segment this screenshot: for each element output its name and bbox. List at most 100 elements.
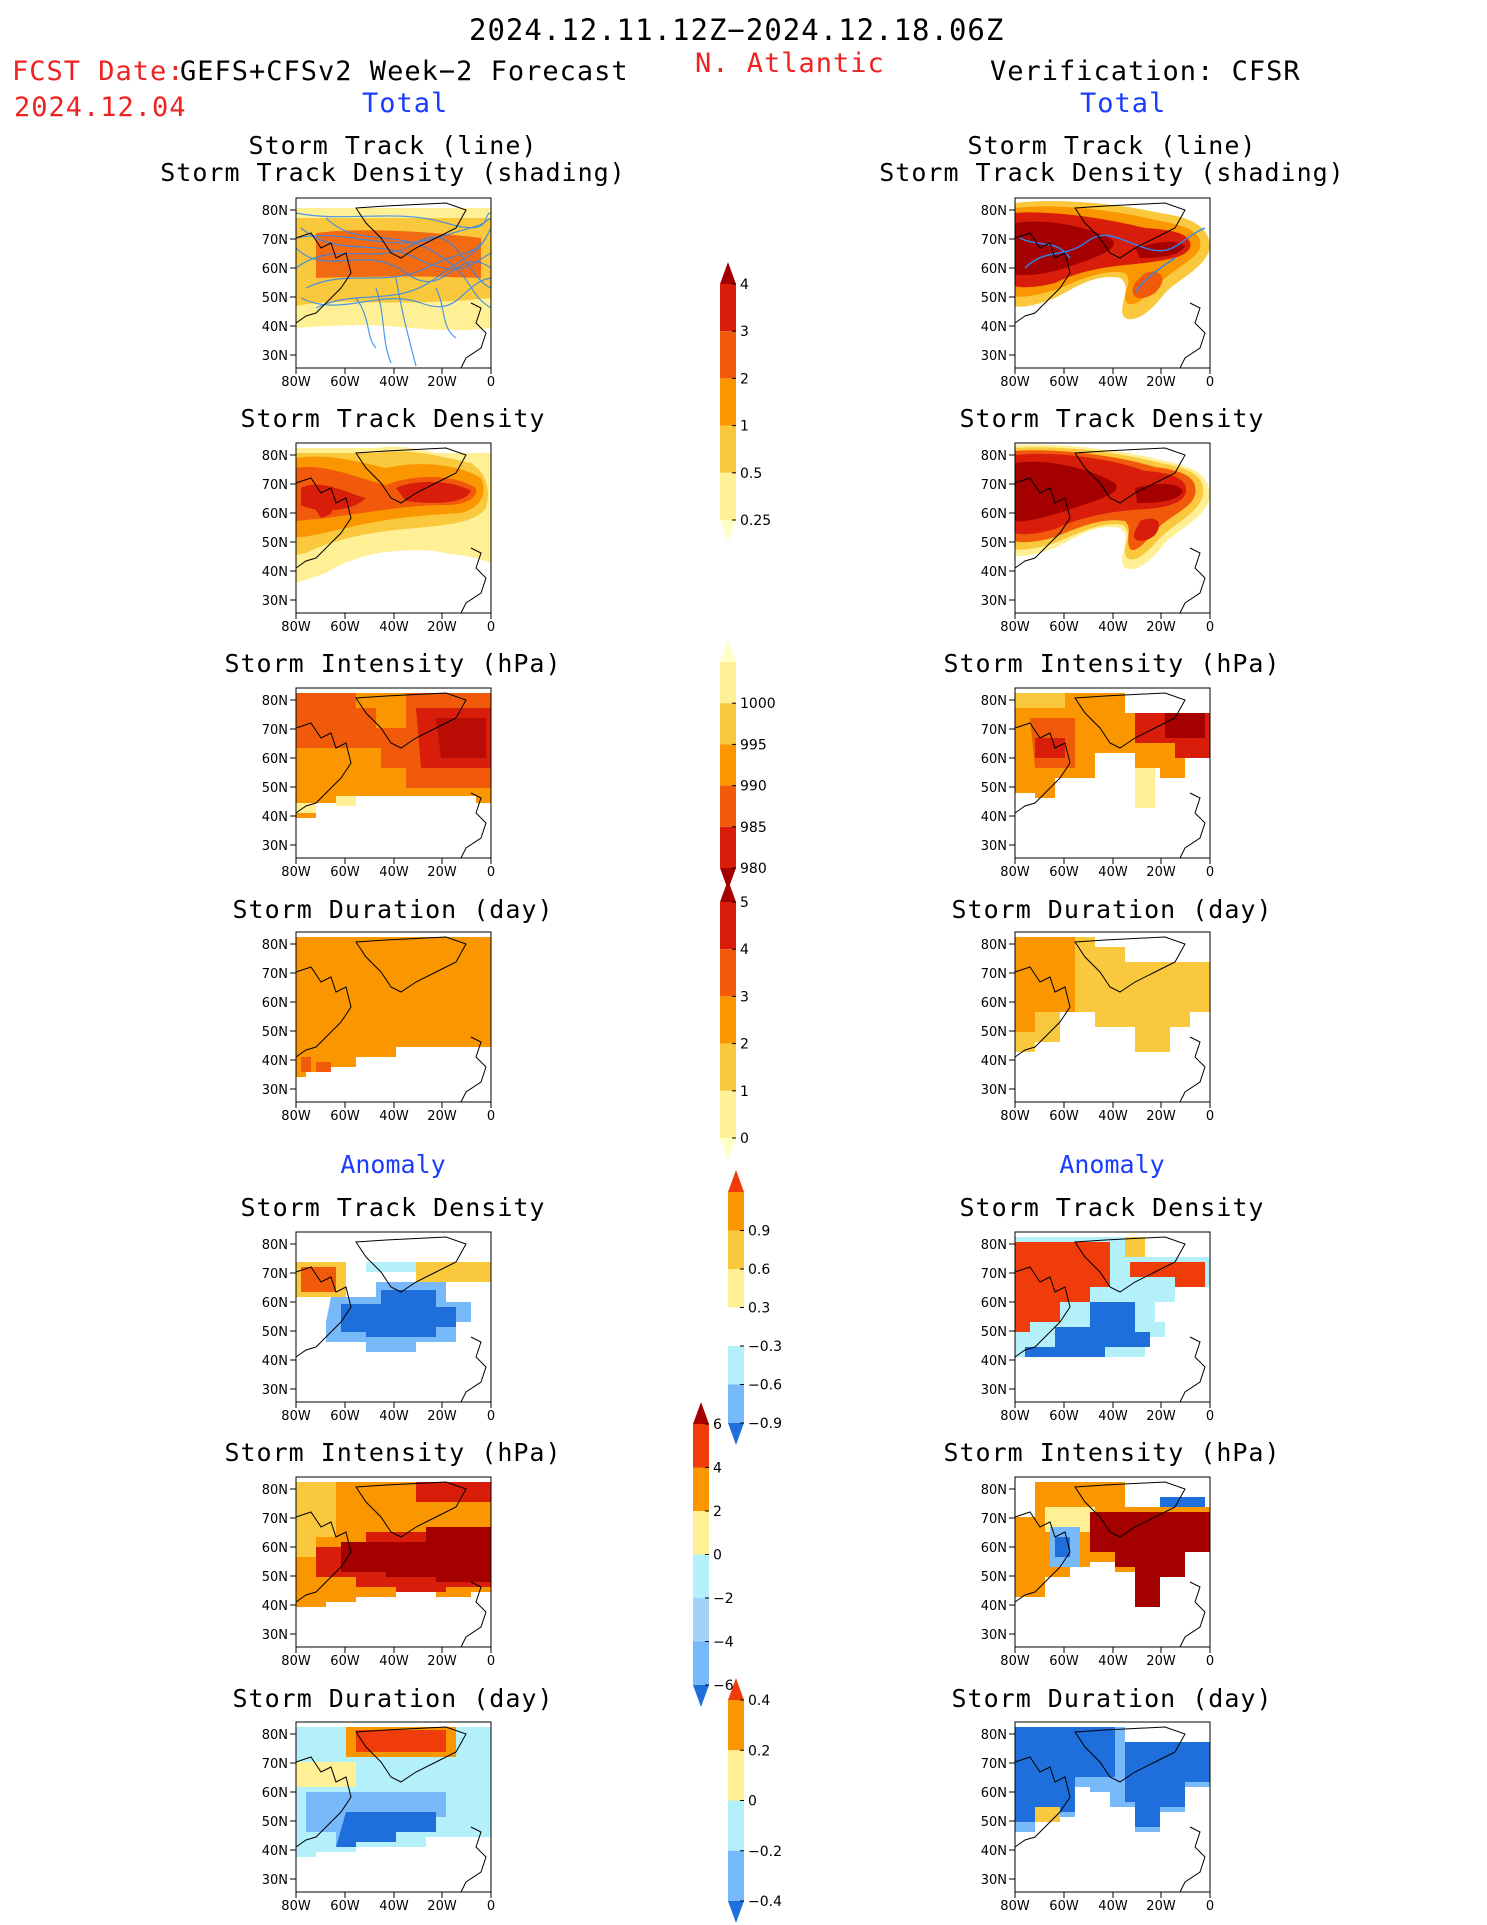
- y-tick-label: 40N: [262, 1599, 288, 1614]
- colorbar-swatch: [728, 1307, 744, 1346]
- map-axis-labels: 80N 70N 60N 50N 40N 30N 80W 60W 40W 20W 0: [262, 449, 495, 635]
- map-axis-labels: 80N 70N 60N 50N 40N 30N 80W 60W 40W 20W 0: [262, 1238, 495, 1424]
- y-tick-label: 70N: [981, 1512, 1007, 1527]
- colorbar-swatch: [693, 1598, 709, 1642]
- title-duration-left: Storm Duration (day): [232, 895, 554, 924]
- x-tick-label: 60W: [1049, 1899, 1079, 1914]
- colorbar-label: 0.5: [740, 466, 762, 482]
- y-tick-label: 50N: [981, 1325, 1007, 1340]
- colorbar-label: 2: [713, 1504, 722, 1520]
- colorbar-swatch: [720, 744, 736, 786]
- colorbar-top-arrow: [720, 880, 736, 902]
- colorbar-label: −0.9: [748, 1416, 782, 1432]
- colorbar-swatch: [728, 1384, 744, 1423]
- x-tick-label: 20W: [1146, 620, 1176, 635]
- x-tick-label: 0: [1206, 865, 1214, 880]
- map-anom-intensity-right: [1014, 1476, 1211, 1648]
- y-tick-label: 50N: [981, 1570, 1007, 1585]
- colorbar-label: 0.6: [748, 1262, 770, 1278]
- map-intensity-right: [1014, 687, 1211, 859]
- colorbar-intensity-total: 1000 995 990 985 980: [720, 640, 776, 890]
- colorbar-swatch: [728, 1269, 744, 1308]
- x-tick-label: 40W: [1098, 620, 1128, 635]
- colorbar-label: 990: [740, 779, 767, 795]
- map-anom-density-right: [1014, 1231, 1211, 1403]
- colorbar-swatch: [720, 331, 736, 379]
- x-tick-label: 80W: [1000, 620, 1030, 635]
- x-tick-label: 0: [1206, 1409, 1214, 1424]
- y-tick-label: 60N: [981, 996, 1007, 1011]
- y-tick-label: 30N: [262, 594, 288, 609]
- colorbar-top-arrow: [693, 1402, 709, 1424]
- x-tick-label: 80W: [1000, 1109, 1030, 1124]
- y-tick-label: 50N: [262, 1815, 288, 1830]
- x-tick-label: 60W: [1049, 865, 1079, 880]
- x-tick-label: 40W: [379, 375, 409, 390]
- colorbar-label: 4: [713, 1461, 722, 1477]
- x-tick-label: 80W: [1000, 1654, 1030, 1669]
- y-tick-label: 80N: [981, 449, 1007, 464]
- title-track-shading-right: Storm Track Density (shading): [879, 158, 1345, 187]
- y-tick-label: 30N: [981, 1083, 1007, 1098]
- colorbar-swatch: [728, 1850, 744, 1901]
- y-tick-label: 60N: [262, 996, 288, 1011]
- colorbar-label: −2: [713, 1591, 734, 1607]
- fcst-date-label: FCST Date:: [12, 56, 185, 87]
- x-tick-label: 60W: [330, 1899, 360, 1914]
- map-axis-labels: 80N 70N 60N 50N 40N 30N 80W 60W 40W 20W 0: [981, 694, 1214, 880]
- y-tick-label: 30N: [981, 839, 1007, 854]
- colorbar-label: 0: [748, 1794, 757, 1810]
- colorbar-swatch: [720, 425, 736, 473]
- y-tick-label: 40N: [262, 810, 288, 825]
- y-tick-label: 50N: [262, 781, 288, 796]
- y-tick-label: 50N: [981, 781, 1007, 796]
- colorbar-label: 6: [713, 1417, 722, 1433]
- y-tick-label: 70N: [262, 233, 288, 248]
- y-tick-label: 50N: [262, 291, 288, 306]
- colorbar-duration-total: 5 4 3 2 1 0: [720, 880, 749, 1160]
- map-axis-labels: 80N 70N 60N 50N 40N 30N 80W 60W 40W 20W 0: [262, 694, 495, 880]
- colorbar-label: 0.3: [748, 1301, 770, 1317]
- map-duration-right: [1014, 931, 1211, 1103]
- y-tick-label: 40N: [981, 1354, 1007, 1369]
- y-tick-label: 80N: [981, 1238, 1007, 1253]
- colorbar-label: 995: [740, 737, 767, 753]
- x-tick-label: 80W: [281, 620, 311, 635]
- y-tick-label: 70N: [262, 1512, 288, 1527]
- y-tick-label: 40N: [262, 1844, 288, 1859]
- x-tick-label: 0: [1206, 1899, 1214, 1914]
- colorbar-label: 4: [740, 277, 749, 293]
- y-tick-label: 30N: [981, 1628, 1007, 1643]
- title-density-right: Storm Track Density: [959, 404, 1265, 433]
- y-tick-label: 50N: [981, 1025, 1007, 1040]
- map-axis-labels: 80N 70N 60N 50N 40N 30N 80W 60W 40W 20W 0: [262, 1483, 495, 1669]
- map-axis-labels: 80N 70N 60N 50N 40N 30N 80W 60W 40W 20W 0: [981, 1238, 1214, 1424]
- title-intensity-left: Storm Intensity (hPa): [224, 649, 562, 678]
- colorbar-swatch: [693, 1641, 709, 1685]
- x-tick-label: 40W: [379, 620, 409, 635]
- x-tick-label: 80W: [281, 1899, 311, 1914]
- colorbar-bottom-arrow: [720, 520, 736, 542]
- colorbar-swatch: [693, 1424, 709, 1468]
- y-tick-label: 30N: [262, 1083, 288, 1098]
- y-tick-label: 50N: [262, 536, 288, 551]
- y-tick-label: 40N: [981, 1844, 1007, 1859]
- x-tick-label: 60W: [330, 865, 360, 880]
- map-axis-labels: 80N 70N 60N 50N 40N 30N 80W 60W 40W 20W 0: [981, 1728, 1214, 1914]
- colorbar-label: 0.25: [740, 513, 771, 529]
- y-tick-label: 60N: [262, 262, 288, 277]
- x-tick-label: 80W: [281, 1654, 311, 1669]
- x-tick-label: 20W: [1146, 1109, 1176, 1124]
- colorbar-top-arrow: [728, 1170, 744, 1192]
- title-track-line-left: Storm Track (line): [248, 131, 538, 160]
- x-tick-label: 40W: [379, 865, 409, 880]
- x-tick-label: 40W: [1098, 1654, 1128, 1669]
- colorbar-swatch: [720, 703, 736, 745]
- colorbar-label: −0.2: [748, 1844, 782, 1860]
- x-tick-label: 40W: [379, 1899, 409, 1914]
- y-tick-label: 40N: [981, 1599, 1007, 1614]
- colorbar-label: 0: [713, 1548, 722, 1564]
- map-anom-density-left: [295, 1231, 492, 1403]
- colorbar-swatch: [720, 902, 736, 950]
- x-tick-label: 0: [1206, 620, 1214, 635]
